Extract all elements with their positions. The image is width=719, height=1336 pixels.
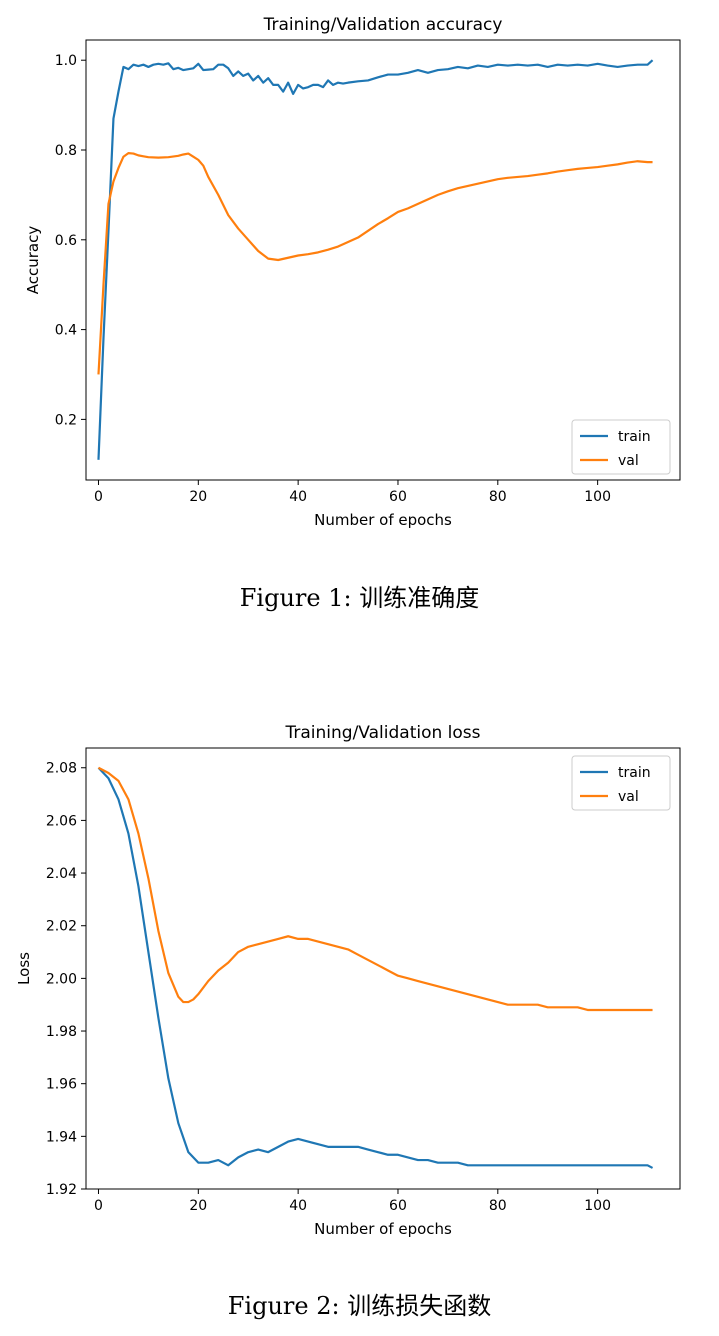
y-axis-label: Loss bbox=[15, 952, 33, 985]
legend: train val bbox=[571, 419, 671, 475]
y-tick-label: 0.4 bbox=[55, 323, 77, 339]
x-tick-label: 100 bbox=[584, 489, 611, 505]
x-tick-label: 80 bbox=[489, 1198, 507, 1214]
y-tick-label: 2.04 bbox=[46, 866, 77, 882]
x-tick-label: 40 bbox=[289, 1198, 307, 1214]
y-tick-label: 1.98 bbox=[46, 1024, 77, 1040]
legend-label-val: val bbox=[618, 453, 639, 469]
loss-chart-area: Training/Validation loss 0 20 40 60 80 100 1.92… bbox=[15, 723, 681, 1238]
figure-2-caption: Figure 2: 训练损失函数 bbox=[227, 1292, 492, 1320]
chart-title: Training/Validation accuracy bbox=[263, 15, 503, 35]
y-tick-label: 0.2 bbox=[55, 412, 77, 428]
series-line-train bbox=[97, 766, 654, 1169]
y-tick-label: 2.08 bbox=[46, 761, 77, 777]
legend-label-val: val bbox=[618, 789, 639, 805]
x-tick-label: 40 bbox=[289, 489, 307, 505]
x-tick-label: 0 bbox=[94, 1198, 103, 1214]
y-tick-label: 2.02 bbox=[46, 919, 77, 935]
plot-frame bbox=[85, 747, 681, 1190]
series-line-val bbox=[97, 152, 653, 375]
series-line-val bbox=[97, 766, 653, 1012]
y-tick-label: 1.0 bbox=[55, 53, 77, 69]
figure-1-caption: Figure 1: 训练准确度 bbox=[239, 584, 480, 612]
y-tick-label: 1.94 bbox=[46, 1129, 77, 1145]
x-tick-label: 100 bbox=[584, 1198, 611, 1214]
x-tick-label: 60 bbox=[389, 1198, 407, 1214]
x-tick-label: 80 bbox=[489, 489, 507, 505]
accuracy-chart-area: Training/Validation accuracy 0 20 40 60 80 100… bbox=[24, 15, 681, 529]
y-tick-label: 1.96 bbox=[46, 1077, 77, 1093]
y-tick-label: 2.00 bbox=[46, 971, 77, 987]
legend: train val bbox=[571, 755, 671, 811]
loss-chart: Training/Validation loss 0 20 40 60 80 100 1.92… bbox=[15, 723, 681, 1238]
x-tick-label: 20 bbox=[189, 489, 207, 505]
y-tick-label: 2.06 bbox=[46, 813, 77, 829]
legend-label-train: train bbox=[618, 429, 651, 445]
y-tick-label: 0.8 bbox=[55, 143, 77, 159]
chart-title: Training/Validation loss bbox=[285, 723, 481, 743]
x-axis-label: Number of epochs bbox=[314, 1220, 452, 1238]
y-tick-label: 1.92 bbox=[46, 1182, 77, 1198]
x-tick-label: 20 bbox=[189, 1198, 207, 1214]
accuracy-chart: Training/Validation accuracy 0 20 40 60 80 100… bbox=[24, 15, 681, 529]
x-tick-label: 60 bbox=[389, 489, 407, 505]
plot-frame bbox=[85, 39, 681, 481]
series-line-train bbox=[97, 59, 654, 460]
y-axis-label: Accuracy bbox=[24, 226, 42, 295]
x-tick-label: 0 bbox=[94, 489, 103, 505]
x-axis-label: Number of epochs bbox=[314, 511, 452, 529]
y-tick-label: 0.6 bbox=[55, 233, 77, 249]
legend-label-train: train bbox=[618, 765, 651, 781]
